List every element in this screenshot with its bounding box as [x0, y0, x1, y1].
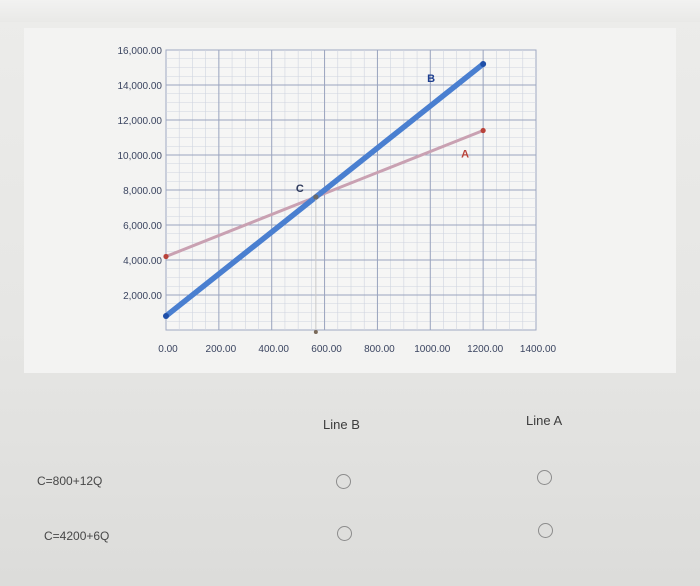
y-tick-label: 6,000.00 — [123, 221, 162, 232]
series-a-point — [163, 253, 169, 260]
x-tick-label: 1000.00 — [414, 344, 451, 355]
y-tick-label: 14,000.00 — [118, 81, 163, 92]
x-tick-label: 400.00 — [258, 344, 289, 355]
y-tick-label: 4,000.00 — [123, 256, 162, 267]
series-b-line — [163, 61, 486, 319]
intersection-axis-point — [313, 330, 318, 334]
y-tick-label: 2,000.00 — [123, 291, 162, 302]
chart-card: 2,000.00 4,000.00 6,000.00 8,000.00 10,000.0… — [24, 28, 676, 373]
radio-row-1-line-b[interactable] — [336, 474, 351, 489]
series-b-name-label: B — [427, 73, 435, 85]
x-tick-label: 0.00 — [158, 344, 178, 355]
equation-row-2-label: C=4200+6Q — [44, 529, 110, 543]
top-band — [0, 0, 700, 22]
equation-row-1-label: C=800+12Q — [37, 474, 103, 488]
y-tick-label: 8,000.00 — [123, 186, 162, 197]
radio-row-2-line-b[interactable] — [337, 526, 352, 541]
x-tick-label: 1200.00 — [467, 344, 504, 355]
series-b-point — [163, 313, 169, 319]
series-b-point — [480, 61, 487, 67]
column-header-line-b: Line B — [323, 417, 360, 432]
y-tick-label: 12,000.00 — [118, 116, 163, 127]
x-tick-label: 800.00 — [364, 344, 395, 355]
x-tick-label: 600.00 — [311, 344, 342, 355]
intersection-point — [313, 194, 319, 200]
y-tick-label: 10,000.00 — [118, 151, 163, 162]
column-header-line-a: Line A — [526, 413, 563, 428]
radio-row-1-line-a[interactable] — [537, 470, 552, 485]
series-a-name-label: A — [461, 149, 469, 161]
cost-chart: 2,000.00 4,000.00 6,000.00 8,000.00 10,000.0… — [118, 46, 557, 355]
x-tick-label: 200.00 — [206, 344, 237, 355]
radio-row-2-line-a[interactable] — [538, 523, 553, 538]
series-a-point — [480, 127, 486, 134]
y-tick-label: 16,000.00 — [118, 46, 163, 57]
intersection-label: C — [296, 183, 304, 195]
x-tick-label: 1400.00 — [520, 344, 557, 355]
